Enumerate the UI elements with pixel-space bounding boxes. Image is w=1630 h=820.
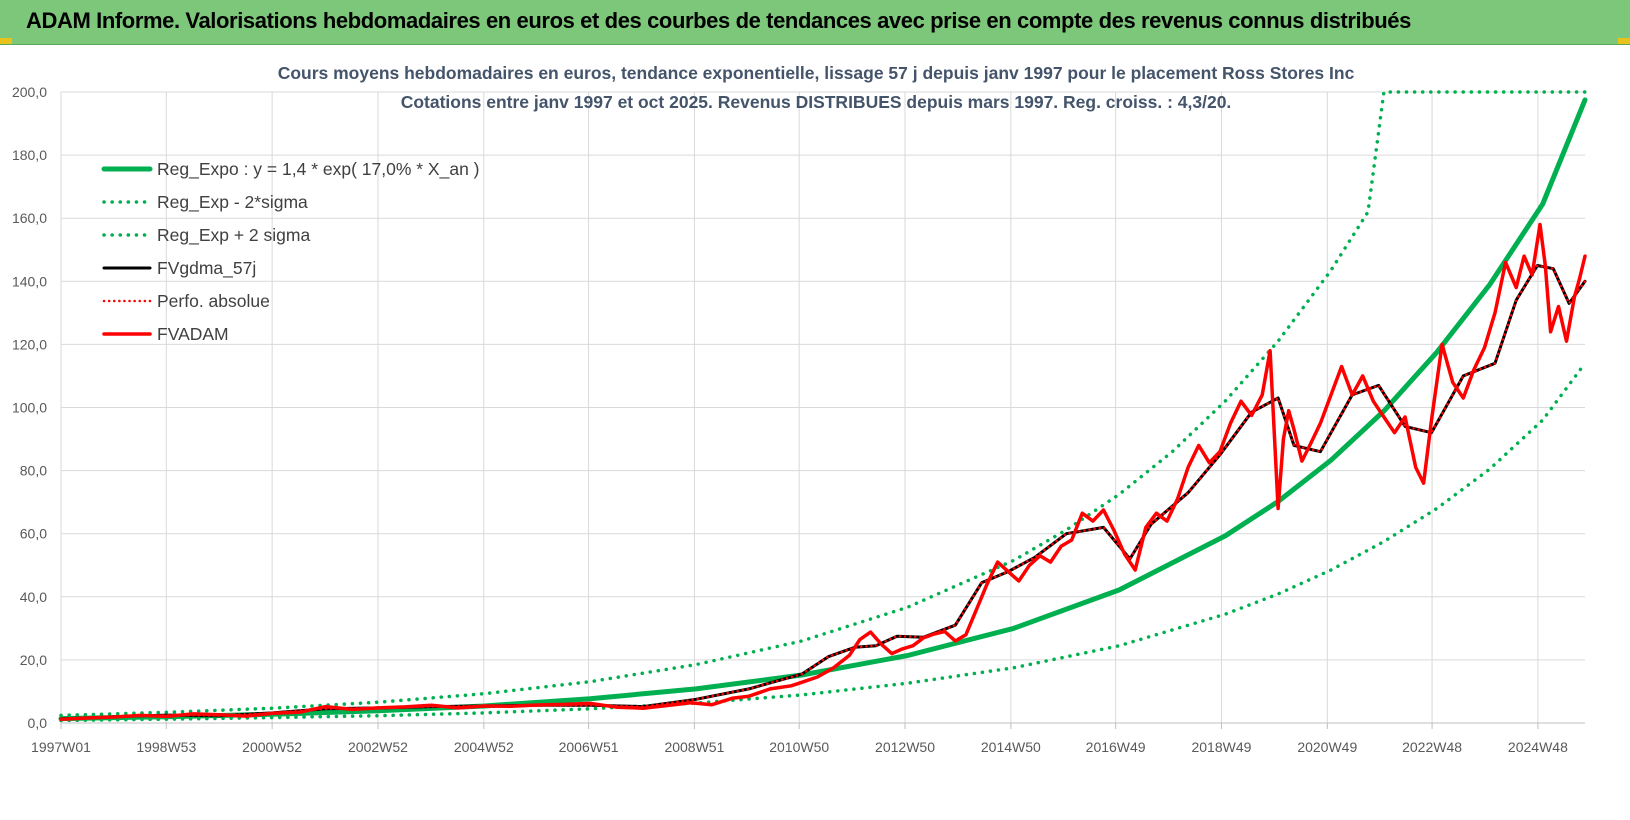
chart-title-line2: Cotations entre janv 1997 et oct 2025. R… — [401, 92, 1232, 112]
x-tick-label: 2018W49 — [1191, 739, 1251, 755]
grid-layer — [60, 91, 1585, 724]
series-line-1 — [59, 361, 1587, 723]
x-tick-label: 2006W51 — [559, 739, 619, 755]
y-tick-label: 160,0 — [12, 210, 47, 226]
series-layer — [58, 90, 1588, 723]
y-tick-label: 200,0 — [12, 84, 47, 100]
y-tick-label: 60,0 — [20, 526, 47, 542]
chart-title-line1: Cours moyens hebdomadaires en euros, ten… — [278, 63, 1355, 83]
corner-mark-left — [0, 38, 12, 44]
x-tick-label: 2020W49 — [1297, 739, 1357, 755]
y-tick-label: 120,0 — [12, 336, 47, 352]
series-line-5 — [59, 222, 1587, 721]
x-tick-label: 1997W01 — [31, 739, 91, 755]
report-header: ADAM Informe. Valorisations hebdomadaire… — [0, 0, 1630, 45]
legend: Reg_Expo : y = 1,4 * exp( 17,0% * X_an )… — [101, 159, 480, 344]
y-tick-label: 180,0 — [12, 147, 47, 163]
chart-svg: 0,0 20,0 40,0 60,0 80,0 100,0 120,0 140,0 160,0 1… — [12, 63, 1588, 755]
x-tick-label: 2016W49 — [1086, 739, 1146, 755]
x-tick-label: 1998W53 — [136, 739, 196, 755]
series-line-3 — [59, 264, 1587, 721]
corner-mark-right — [1618, 38, 1630, 44]
x-tick-label: 2010W50 — [769, 739, 829, 755]
series-line-0 — [58, 97, 1588, 722]
y-tick-label: 20,0 — [20, 652, 47, 668]
y-tick-label: 140,0 — [12, 273, 47, 289]
legend-label-0: Reg_Expo : y = 1,4 * exp( 17,0% * X_an ) — [157, 159, 480, 180]
legend-label-2: Reg_Exp + 2 sigma — [157, 225, 310, 246]
legend-label-4: Perfo. absolue — [157, 291, 270, 311]
y-tick-label: 0,0 — [28, 715, 48, 731]
y-tick-label: 80,0 — [20, 463, 47, 479]
legend-label-1: Reg_Exp - 2*sigma — [157, 192, 308, 213]
x-tick-label: 2014W50 — [981, 739, 1041, 755]
x-tick-label: 2012W50 — [875, 739, 935, 755]
legend-label-3: FVgdma_57j — [157, 258, 256, 279]
x-tick-label: 2024W48 — [1508, 739, 1568, 755]
x-tick-label: 2008W51 — [664, 739, 724, 755]
series-line-2 — [59, 90, 1587, 718]
report-title: ADAM Informe. Valorisations hebdomadaire… — [26, 8, 1411, 33]
axis-layer: 0,0 20,0 40,0 60,0 80,0 100,0 120,0 140,0 160,0 1… — [12, 84, 1585, 755]
y-tick-label: 100,0 — [12, 400, 47, 416]
x-tick-label: 2004W52 — [454, 739, 514, 755]
x-tick-label: 2002W52 — [348, 739, 408, 755]
series-line-4 — [59, 264, 1587, 721]
y-tick-label: 40,0 — [20, 589, 47, 605]
x-tick-label: 2000W52 — [242, 739, 302, 755]
x-tick-label: 2022W48 — [1402, 739, 1462, 755]
legend-label-5: FVADAM — [157, 324, 229, 344]
chart-frame: 0,0 20,0 40,0 60,0 80,0 100,0 120,0 140,0 160,0 1… — [0, 45, 1630, 815]
